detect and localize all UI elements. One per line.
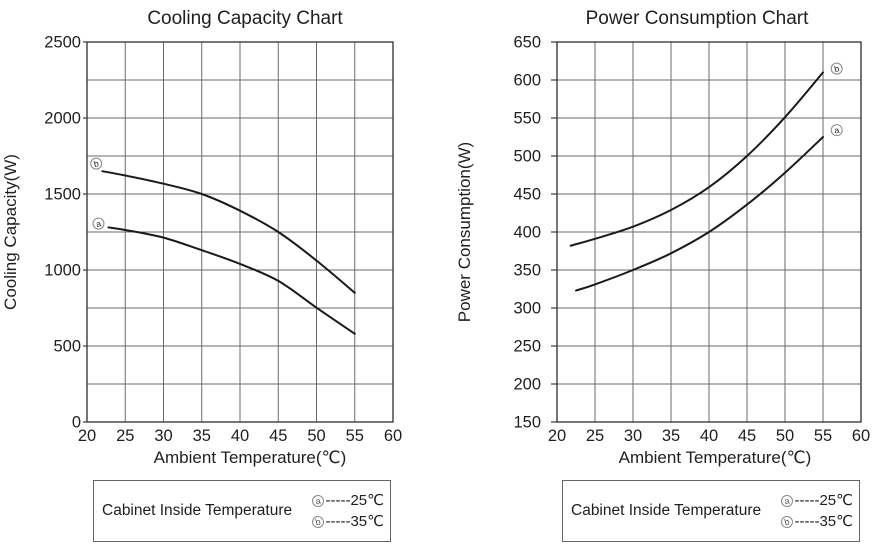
chart-title: Cooling Capacity Chart — [147, 8, 343, 29]
power-chart-legend: Cabinet Inside Temperature a -----25℃ b ---… — [562, 480, 860, 542]
x-tick-label: 30 — [624, 427, 642, 445]
x-tick-label: 25 — [116, 427, 134, 445]
svg-text:b: b — [93, 158, 100, 169]
power-consumption-chart: Power Consumption Chart 150 200 250 300 350 40… — [455, 8, 870, 467]
legend-entry-a: a -----25℃ — [780, 491, 853, 511]
x-tick-label: 20 — [78, 427, 96, 445]
y-tick-label: 300 — [513, 300, 541, 318]
y-tick-label: 0 — [72, 414, 81, 432]
legend-marker-b-icon: b — [311, 514, 326, 529]
plot-border — [86, 41, 394, 423]
y-tick-label: 450 — [513, 186, 541, 204]
cooling-capacity-chart: Cooling Capacity Chart 0 500 1000 1500 2000 25… — [1, 8, 402, 467]
x-tick-label: 40 — [231, 427, 249, 445]
y-tick-label: 2000 — [44, 110, 81, 128]
x-tick-label: 55 — [814, 427, 832, 445]
x-tick-label: 35 — [193, 427, 211, 445]
legend-entry-text: -----35℃ — [325, 512, 384, 530]
x-tick-label: 30 — [154, 427, 172, 445]
y-tick-label: 350 — [513, 262, 541, 280]
curve-b — [101, 170, 356, 294]
legend-entry-b: b -----35℃ — [780, 512, 853, 532]
y-axis-title: Power Consumption(W) — [455, 142, 474, 322]
curve-label-b: b — [90, 157, 103, 170]
x-tick-label: 50 — [307, 427, 325, 445]
y-tick-label: 1000 — [44, 262, 81, 280]
y-tick-labels: 0 500 1000 1500 2000 2500 — [44, 34, 87, 432]
legend-marker-a-icon: a — [311, 493, 326, 508]
legend-title: Cabinet Inside Temperature — [102, 502, 293, 519]
y-tick-label: 550 — [513, 110, 541, 128]
y-tick-label: 600 — [513, 72, 541, 90]
x-tick-label: 55 — [346, 427, 364, 445]
y-tick-label: 500 — [513, 148, 541, 166]
y-tick-label: 150 — [513, 414, 541, 432]
x-tick-label: 40 — [700, 427, 718, 445]
y-axis-title: Cooling Capacity(W) — [1, 154, 20, 310]
x-tick-label: 45 — [738, 427, 756, 445]
legend-entries: a -----25℃ b -----35℃ — [311, 491, 390, 532]
y-tick-label: 500 — [53, 338, 81, 356]
legend-marker-b-icon: b — [780, 514, 795, 529]
legend-entry-text: -----25℃ — [794, 491, 853, 509]
grid — [557, 42, 861, 422]
curve-label-b: b — [830, 62, 843, 75]
legend-entry-a: a -----25℃ — [311, 491, 384, 511]
legend-title: Cabinet Inside Temperature — [571, 502, 762, 519]
svg-text:a: a — [833, 125, 840, 136]
x-axis-title: Ambient Temperature(℃) — [154, 448, 347, 467]
curve-a — [575, 136, 824, 292]
x-tick-label: 35 — [662, 427, 680, 445]
legend-marker-a-icon: a — [780, 493, 795, 508]
x-tick-labels: 20 25 30 35 40 45 50 55 60 — [78, 427, 402, 445]
x-tick-label: 60 — [384, 427, 402, 445]
svg-text:b: b — [833, 63, 840, 74]
y-tick-label: 400 — [513, 224, 541, 242]
y-tick-label: 2500 — [44, 34, 81, 52]
curve-a — [107, 226, 356, 335]
svg-text:a: a — [95, 218, 102, 229]
y-tick-label: 650 — [513, 34, 541, 52]
x-tick-label: 25 — [586, 427, 604, 445]
y-tick-label: 1500 — [44, 186, 81, 204]
y-tick-label: 200 — [513, 376, 541, 394]
y-tick-label: 250 — [513, 338, 541, 356]
cooling-chart-legend: Cabinet Inside Temperature a -----25℃ b ---… — [93, 480, 391, 542]
x-tick-label: 50 — [776, 427, 794, 445]
x-axis-title: Ambient Temperature(℃) — [619, 448, 812, 467]
x-tick-labels: 20 25 30 35 40 45 50 55 60 — [548, 427, 870, 445]
x-tick-label: 45 — [269, 427, 287, 445]
x-tick-label: 20 — [548, 427, 566, 445]
curve-b — [569, 71, 824, 247]
legend-entry-text: -----35℃ — [794, 512, 853, 530]
curve-label-a: a — [92, 217, 105, 230]
curve-label-a: a — [830, 124, 843, 137]
legend-entry-text: -----25℃ — [325, 491, 384, 509]
legend-entry-b: b -----35℃ — [311, 512, 384, 532]
legend-entries: a -----25℃ b -----35℃ — [780, 491, 859, 532]
x-tick-label: 60 — [852, 427, 870, 445]
chart-title: Power Consumption Chart — [586, 8, 810, 29]
y-tick-labels: 150 200 250 300 350 400 450 500 550 600 650 — [513, 34, 557, 432]
